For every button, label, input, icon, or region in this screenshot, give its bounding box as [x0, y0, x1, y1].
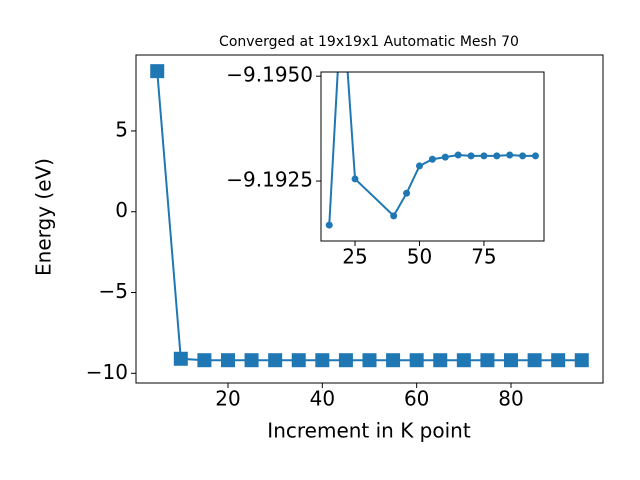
marker — [197, 353, 212, 368]
plot-layer — [150, 64, 589, 368]
marker — [428, 155, 436, 163]
x-tick-label: 25 — [342, 245, 367, 269]
marker — [574, 353, 589, 368]
marker — [244, 353, 259, 368]
y-tick-label: −5 — [99, 279, 128, 303]
marker — [527, 353, 542, 368]
marker — [315, 353, 330, 368]
marker — [519, 152, 527, 160]
marker — [480, 152, 488, 160]
marker — [551, 353, 566, 368]
marker — [150, 64, 165, 79]
marker — [338, 353, 353, 368]
x-tick-label: 50 — [407, 245, 432, 269]
marker — [351, 175, 359, 183]
x-tick-label: 75 — [471, 245, 496, 269]
marker — [493, 152, 501, 160]
marker — [409, 353, 424, 368]
marker — [362, 353, 377, 368]
marker — [390, 212, 398, 220]
x-tick-label: 20 — [215, 387, 240, 411]
x-axis-label: Increment in K point — [267, 419, 471, 443]
marker — [531, 152, 539, 160]
marker — [325, 221, 333, 229]
marker — [403, 189, 411, 197]
marker — [506, 151, 514, 159]
marker — [480, 353, 495, 368]
x-tick-label: 80 — [498, 387, 523, 411]
marker — [268, 353, 283, 368]
y-tick-label: 0 — [115, 198, 128, 222]
chart-title: Converged at 19x19x1 Automatic Mesh 70 — [219, 34, 519, 50]
y-axis-label: Energy (eV) — [32, 158, 56, 276]
x-tick-label: 40 — [310, 387, 335, 411]
marker — [454, 151, 462, 159]
axes-frame — [320, 71, 545, 242]
marker — [415, 162, 423, 170]
y-tick-label: −10 — [86, 360, 128, 384]
marker — [220, 353, 235, 368]
axes-frame — [135, 54, 604, 384]
marker — [173, 351, 188, 366]
y-tick-label: 5 — [115, 117, 128, 141]
x-tick-label: 60 — [404, 387, 429, 411]
marker — [386, 353, 401, 368]
plot-layer — [325, 72, 539, 229]
marker — [433, 353, 448, 368]
y-tick-label: −9.1950 — [226, 63, 313, 87]
marker — [456, 353, 471, 368]
marker — [467, 152, 475, 160]
y-tick-label: −9.1925 — [226, 168, 313, 192]
marker — [504, 353, 519, 368]
marker — [441, 153, 449, 161]
marker — [291, 353, 306, 368]
